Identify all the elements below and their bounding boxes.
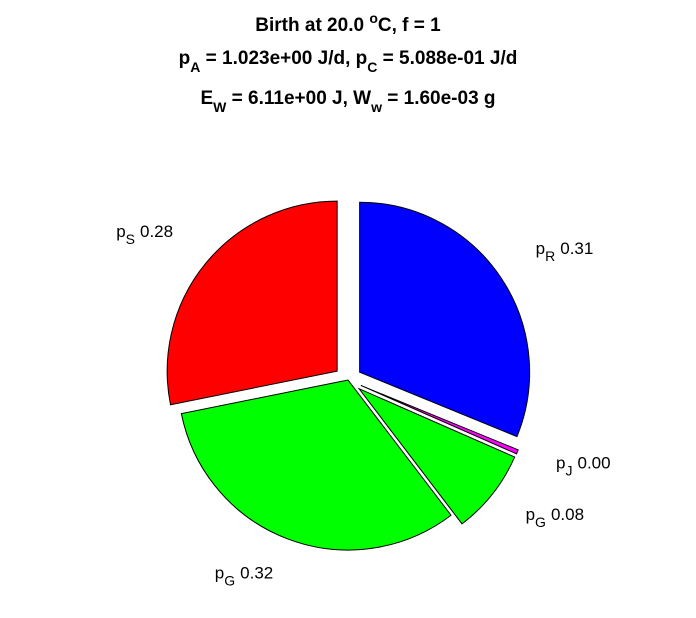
title-line: Birth at 20.0 oC, f = 1 [255,10,441,36]
label-name: p [116,222,125,241]
slice-label: pJ 0.00 [556,453,611,478]
title-text: C, f = 1 [378,15,441,36]
title-text: = 1.023e+00 J/d, p [200,48,367,69]
label-name: p [215,563,224,582]
label-name: p [526,505,535,524]
label-sub: J [566,462,573,478]
slice-label: pR 0.31 [536,239,594,264]
pie-slice [360,385,519,455]
pie-slice [180,379,452,551]
slice-label: pS 0.28 [116,222,173,247]
label-sub: R [545,248,555,264]
title-text: = 5.088e-01 J/d [377,48,517,69]
pie-slice [357,387,516,525]
title-text: = 6.11e+00 J, W [226,88,371,109]
pie-slice [359,201,531,438]
title-sub: C [367,59,377,75]
title-sub: A [190,59,200,75]
slice-label: pG 0.32 [215,563,273,588]
label-value: 0.00 [578,453,611,472]
title-sup: o [369,10,378,26]
label-value: 0.31 [560,239,593,258]
title-line: pA = 1.023e+00 J/d, pC = 5.088e-01 J/d [179,48,518,75]
title-sub: W [213,99,227,115]
title-line: EW = 6.11e+00 J, Ww = 1.60e-03 g [200,88,495,115]
title-text: p [179,48,191,69]
title-text: Birth at 20.0 [255,15,369,36]
title-text: = 1.60e-03 g [382,88,496,109]
label-sub: G [224,572,235,588]
slice-label: pG 0.08 [526,505,584,530]
label-value: 0.28 [140,222,173,241]
label-sub: G [535,514,546,530]
title-sub: w [370,99,382,115]
pie-slice [166,200,338,406]
label-name: p [556,453,565,472]
label-value: 0.08 [551,505,584,524]
title-text: E [200,88,213,109]
label-value: 0.32 [240,563,273,582]
label-sub: S [126,231,135,247]
label-name: p [536,239,545,258]
